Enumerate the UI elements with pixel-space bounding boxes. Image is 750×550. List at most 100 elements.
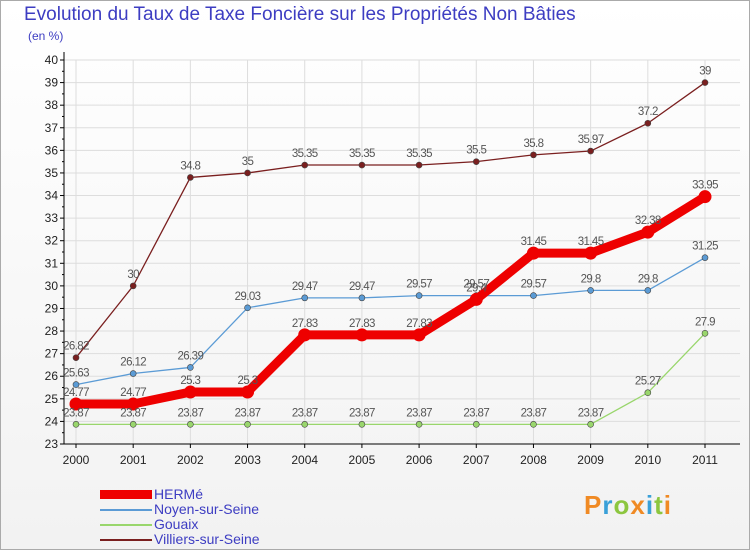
- logo-letter: x: [630, 490, 646, 520]
- x-tick-label: 2006: [406, 453, 433, 467]
- data-label: 23.87: [349, 407, 375, 419]
- data-label: 30: [127, 269, 139, 281]
- data-label: 31.45: [521, 236, 547, 248]
- data-point: [644, 389, 652, 397]
- data-label: 27.83: [349, 318, 375, 330]
- data-label: 35.5: [466, 145, 486, 157]
- y-tick-label: 27: [45, 347, 59, 361]
- y-tick-label: 34: [45, 189, 59, 203]
- data-label: 27.9: [695, 316, 715, 328]
- data-point: [415, 292, 423, 299]
- data-label: 37.2: [638, 106, 658, 118]
- data-point: [587, 287, 594, 294]
- y-tick-label: 25: [45, 392, 59, 406]
- data-point: [472, 158, 480, 165]
- x-tick-label: 2005: [349, 453, 376, 467]
- data-point: [244, 304, 251, 312]
- data-label: 24.77: [63, 387, 89, 399]
- data-point: [641, 225, 655, 239]
- y-tick-label: 40: [45, 53, 59, 67]
- legend-label: Villiers-sur-Seine: [154, 531, 260, 547]
- data-label: 39: [699, 66, 711, 78]
- data-point: [72, 354, 80, 362]
- data-point: [587, 421, 594, 428]
- y-tick-label: 32: [45, 234, 59, 248]
- data-label: 32.38: [635, 215, 661, 227]
- y-tick-label: 39: [45, 76, 59, 90]
- y-tick-label: 29: [45, 301, 59, 315]
- data-label: 23.87: [120, 407, 146, 419]
- data-point: [126, 397, 140, 411]
- data-point: [587, 147, 594, 155]
- legend-label: HERMé: [154, 486, 204, 502]
- y-tick-label: 38: [45, 98, 59, 112]
- x-tick-label: 2009: [577, 453, 604, 467]
- data-point: [526, 246, 540, 260]
- data-point: [415, 421, 423, 428]
- series-line: [75, 332, 706, 425]
- data-label: 23.87: [578, 407, 604, 419]
- data-label: 26.12: [120, 357, 146, 369]
- x-tick-label: 2003: [234, 453, 261, 467]
- y-tick-label: 26: [45, 369, 59, 383]
- logo-letter: i: [645, 490, 655, 520]
- data-label: 35.35: [292, 148, 318, 160]
- data-label: 29.8: [638, 273, 658, 285]
- data-point: [469, 292, 483, 306]
- data-label: 23.87: [292, 407, 318, 419]
- data-label: 23.87: [177, 407, 203, 419]
- legend-swatch: [100, 524, 152, 526]
- chart-title: Evolution du Taux de Taxe Foncière sur l…: [24, 4, 576, 25]
- data-point: [69, 397, 83, 411]
- data-label: 24.77: [120, 387, 146, 399]
- x-tick-label: 2011: [692, 453, 718, 467]
- x-tick-label: 2010: [634, 453, 661, 467]
- y-tick-label: 36: [45, 143, 59, 157]
- data-label: 27.83: [292, 318, 318, 330]
- data-point: [644, 287, 652, 294]
- data-point: [358, 421, 366, 428]
- data-point: [187, 174, 194, 181]
- data-point: [644, 119, 652, 127]
- data-point: [129, 282, 137, 290]
- data-point: [129, 421, 137, 428]
- x-tick-label: 2001: [120, 453, 147, 467]
- legend-label: Gouaix: [154, 516, 199, 532]
- x-tick-label: 2000: [63, 453, 90, 467]
- data-label: 31.25: [692, 241, 718, 253]
- data-point: [298, 328, 312, 342]
- y-unit-label: (en %): [28, 29, 64, 43]
- data-point: [472, 421, 480, 428]
- data-point: [530, 292, 537, 299]
- data-label: 31.45: [578, 236, 604, 248]
- data-label: 35: [242, 156, 254, 168]
- legend-swatch: [100, 490, 152, 499]
- data-point: [358, 161, 366, 169]
- data-label: 25.63: [63, 368, 89, 380]
- data-point: [129, 370, 137, 377]
- data-label: 35.35: [406, 148, 432, 160]
- data-point: [244, 421, 251, 428]
- logo-letter: r: [602, 490, 614, 520]
- data-label: 23.87: [521, 407, 547, 419]
- logo-letter: t: [654, 490, 664, 520]
- data-label: 29.4: [466, 282, 487, 294]
- logo-letter: i: [663, 490, 672, 520]
- data-point: [72, 381, 80, 388]
- data-point: [244, 169, 251, 177]
- data-point: [415, 161, 423, 169]
- data-point: [701, 79, 709, 86]
- x-tick-label: 2004: [291, 453, 318, 467]
- data-point: [584, 246, 598, 260]
- x-tick-label: 2007: [463, 453, 490, 467]
- data-label: 26.82: [63, 341, 89, 353]
- x-tick-label: 2008: [520, 453, 547, 467]
- proxiti-logo: Proxiti: [584, 490, 672, 521]
- data-label: 35.97: [578, 134, 604, 146]
- data-point: [301, 161, 309, 169]
- y-tick-label: 33: [45, 211, 59, 225]
- data-point: [301, 294, 309, 302]
- y-tick-label: 37: [45, 121, 59, 135]
- data-point: [530, 151, 537, 159]
- data-label: 23.87: [235, 407, 261, 419]
